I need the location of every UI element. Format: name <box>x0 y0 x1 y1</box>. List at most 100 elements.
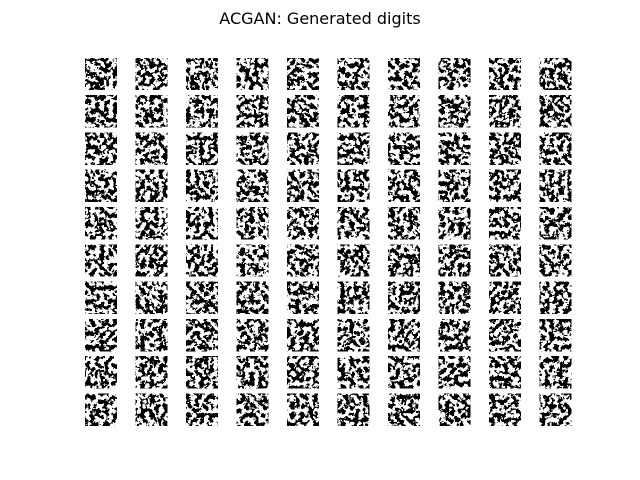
generated-image <box>388 244 420 277</box>
generated-image <box>85 319 117 352</box>
generated-image <box>186 58 218 90</box>
generated-image <box>85 95 117 128</box>
generated-image <box>135 319 168 352</box>
generated-image <box>236 356 269 389</box>
generated-image <box>236 169 269 202</box>
generated-image <box>287 95 319 128</box>
generated-image <box>438 58 471 90</box>
generated-image <box>388 281 420 314</box>
generated-image <box>438 281 471 314</box>
generated-image <box>186 319 218 352</box>
generated-image <box>186 169 218 202</box>
generated-image <box>539 169 572 202</box>
generated-image <box>287 132 319 165</box>
generated-image <box>135 169 168 202</box>
generated-image <box>236 281 269 314</box>
generated-image <box>539 319 572 352</box>
generated-image <box>236 132 269 165</box>
generated-image <box>337 393 370 426</box>
generated-image <box>135 132 168 165</box>
generated-image <box>388 132 420 165</box>
generated-image <box>489 393 521 426</box>
generated-image <box>438 132 471 165</box>
generated-image <box>489 58 521 90</box>
generated-image <box>287 207 319 240</box>
generated-image <box>438 207 471 240</box>
generated-image <box>236 244 269 277</box>
generated-image <box>489 281 521 314</box>
generated-image <box>489 356 521 389</box>
generated-image <box>388 319 420 352</box>
generated-image <box>85 393 117 426</box>
generated-image <box>287 169 319 202</box>
generated-image <box>438 393 471 426</box>
generated-image <box>186 132 218 165</box>
generated-image <box>236 58 269 90</box>
generated-image <box>337 58 370 90</box>
generated-image <box>135 393 168 426</box>
generated-image <box>186 207 218 240</box>
generated-image <box>85 356 117 389</box>
generated-image <box>236 95 269 128</box>
generated-image <box>337 319 370 352</box>
generated-image <box>388 95 420 128</box>
generated-image <box>186 244 218 277</box>
generated-image <box>388 169 420 202</box>
generated-image <box>337 132 370 165</box>
generated-image <box>135 281 168 314</box>
generated-image <box>287 58 319 90</box>
generated-image <box>438 319 471 352</box>
generated-image <box>539 356 572 389</box>
generated-image <box>539 393 572 426</box>
generated-image <box>489 244 521 277</box>
generated-image <box>388 393 420 426</box>
generated-image <box>236 207 269 240</box>
generated-image <box>489 207 521 240</box>
generated-image <box>186 281 218 314</box>
figure-title: ACGAN: Generated digits <box>219 9 420 28</box>
generated-image <box>287 356 319 389</box>
generated-image <box>135 207 168 240</box>
generated-image <box>186 356 218 389</box>
generated-image <box>85 132 117 165</box>
generated-image <box>438 356 471 389</box>
generated-image <box>539 132 572 165</box>
generated-image <box>337 169 370 202</box>
generated-image <box>539 95 572 128</box>
generated-image <box>85 244 117 277</box>
generated-image <box>388 207 420 240</box>
generated-image <box>287 281 319 314</box>
generated-image <box>489 132 521 165</box>
generated-image <box>388 356 420 389</box>
generated-image <box>85 207 117 240</box>
generated-image <box>489 169 521 202</box>
generated-image <box>337 356 370 389</box>
image-grid <box>85 58 572 426</box>
generated-image <box>287 319 319 352</box>
generated-image <box>539 207 572 240</box>
generated-image <box>85 281 117 314</box>
generated-image <box>85 58 117 90</box>
generated-image <box>539 244 572 277</box>
generated-image <box>236 319 269 352</box>
generated-image <box>135 244 168 277</box>
generated-image <box>489 95 521 128</box>
generated-image <box>186 393 218 426</box>
generated-image <box>186 95 218 128</box>
generated-image <box>337 207 370 240</box>
generated-image <box>135 356 168 389</box>
generated-image <box>236 393 269 426</box>
generated-image <box>539 58 572 90</box>
generated-image <box>287 244 319 277</box>
generated-image <box>337 281 370 314</box>
generated-image <box>438 169 471 202</box>
generated-image <box>489 319 521 352</box>
generated-image <box>85 169 117 202</box>
generated-image <box>337 95 370 128</box>
generated-image <box>438 244 471 277</box>
generated-image <box>539 281 572 314</box>
generated-image <box>135 58 168 90</box>
generated-image <box>388 58 420 90</box>
